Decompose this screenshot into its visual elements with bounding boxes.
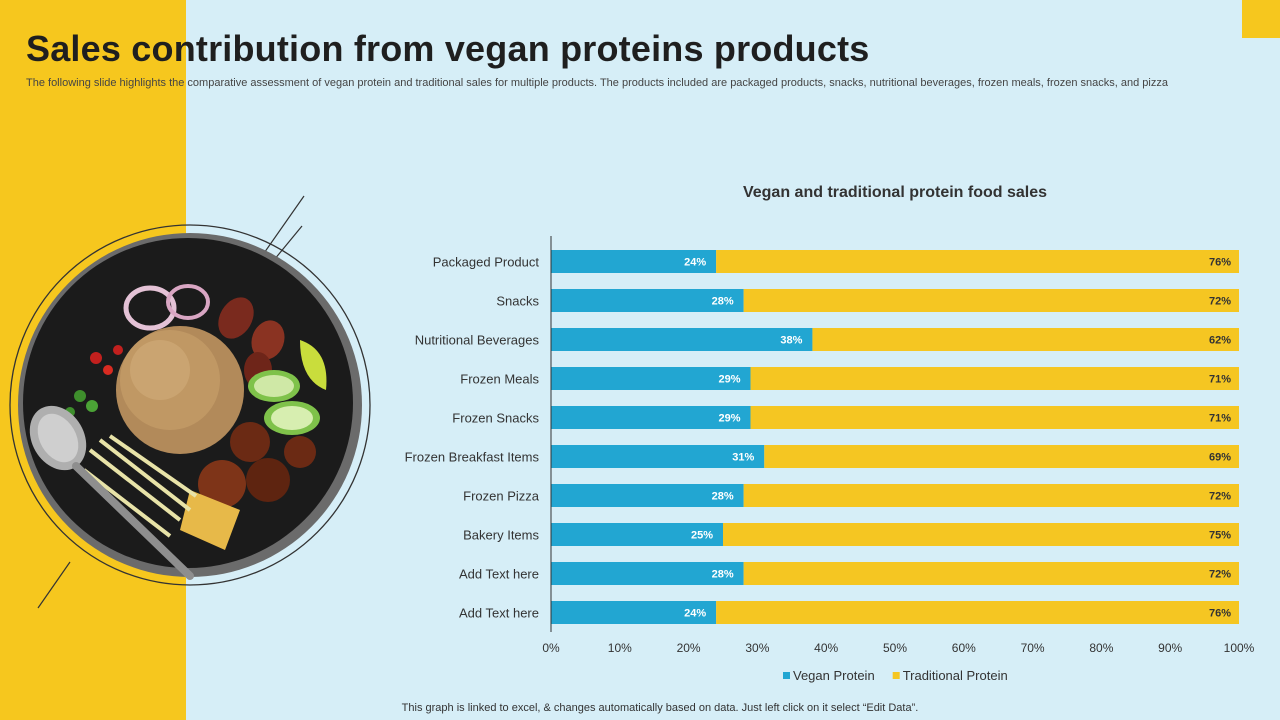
bar-vegan-protein [551,328,813,351]
data-label-traditional: 62% [1209,335,1231,347]
x-tick-label: 0% [542,641,560,655]
sausage-slice [218,297,254,339]
data-label-vegan: 28% [712,491,734,503]
bar-traditional-protein [716,250,1239,273]
data-label-traditional: 71% [1209,374,1231,386]
decor-line [261,195,305,257]
data-label-traditional: 72% [1209,296,1231,308]
lime-wedge [300,340,327,390]
onion-slice [123,285,177,331]
x-tick-label: 10% [608,641,632,655]
page-subtitle: The following slide highlights the compa… [26,77,1168,89]
data-label-vegan: 25% [691,530,713,542]
data-label-vegan: 38% [780,335,802,347]
x-tick-label: 20% [677,641,701,655]
corner-accent-block [1242,0,1280,38]
chart-title: Vegan and traditional protein food sales [743,184,1047,201]
data-label-traditional: 69% [1209,452,1231,464]
x-tick-label: 70% [1021,641,1045,655]
data-label-traditional: 72% [1209,569,1231,581]
data-label-vegan: 29% [718,374,740,386]
bar-vegan-protein [551,523,723,546]
bar-traditional-protein [750,367,1239,390]
chili [90,352,102,364]
bar-traditional-protein [764,445,1239,468]
data-label-traditional: 72% [1209,491,1231,503]
bar-vegan-protein [551,367,751,390]
bar-vegan-protein [551,289,744,312]
bar-traditional-protein [812,328,1239,351]
data-label-vegan: 24% [684,257,706,269]
data-label-traditional: 75% [1209,530,1231,542]
data-label-traditional: 76% [1209,257,1231,269]
onion-slice [166,284,210,320]
x-tick-label: 30% [745,641,769,655]
category-label: Packaged Product [433,255,540,270]
bar-vegan-protein [551,250,717,273]
data-label-vegan: 31% [732,452,754,464]
bar-vegan-protein [551,445,765,468]
x-tick-label: 100% [1224,641,1255,655]
decor-line [273,225,303,261]
legend-label: Vegan Protein [793,668,875,683]
category-label: Bakery Items [463,528,539,543]
bar-vegan-protein [551,601,717,624]
bar-traditional-protein [723,523,1239,546]
omelette-strips [180,490,240,550]
category-label: Frozen Breakfast Items [405,450,540,465]
category-label: Frozen Snacks [452,411,539,426]
data-label-vegan: 29% [718,413,740,425]
category-label: Nutritional Beverages [415,333,540,348]
bar-traditional-protein [743,289,1239,312]
bar-vegan-protein [551,406,751,429]
bar-vegan-protein [551,484,744,507]
legend-swatch [892,672,900,679]
legend-swatch [783,672,790,679]
category-label: Add Text here [459,606,539,621]
bar-traditional-protein [716,601,1239,624]
bar-traditional-protein [750,406,1239,429]
category-label: Frozen Pizza [463,489,540,504]
x-tick-label: 50% [883,641,907,655]
stacked-bar-chart: Vegan and traditional protein food sales… [405,184,1255,683]
x-tick-label: 80% [1089,641,1113,655]
fried-chicken [230,422,270,462]
bar-vegan-protein [551,562,744,585]
plate-ring [9,224,371,586]
category-label: Snacks [496,294,539,309]
bar-traditional-protein [743,484,1239,507]
x-tick-label: 60% [952,641,976,655]
category-label: Add Text here [459,567,539,582]
data-label-traditional: 76% [1209,608,1231,620]
sausage-slice [251,320,285,360]
green-beans [74,390,86,402]
food-plate-illustration [0,190,380,610]
bar-traditional-protein [743,562,1239,585]
x-tick-label: 90% [1158,641,1182,655]
category-label: Frozen Meals [460,372,539,387]
x-tick-label: 40% [814,641,838,655]
footer-note: This graph is linked to excel, & changes… [401,702,919,714]
data-label-vegan: 28% [712,296,734,308]
data-label-vegan: 28% [712,569,734,581]
legend-label: Traditional Protein [903,668,1008,683]
data-label-traditional: 71% [1209,413,1231,425]
mango-strips [82,434,198,538]
data-label-vegan: 24% [684,608,706,620]
page-title: Sales contribution from vegan proteins p… [26,28,870,69]
decor-line [37,561,71,609]
